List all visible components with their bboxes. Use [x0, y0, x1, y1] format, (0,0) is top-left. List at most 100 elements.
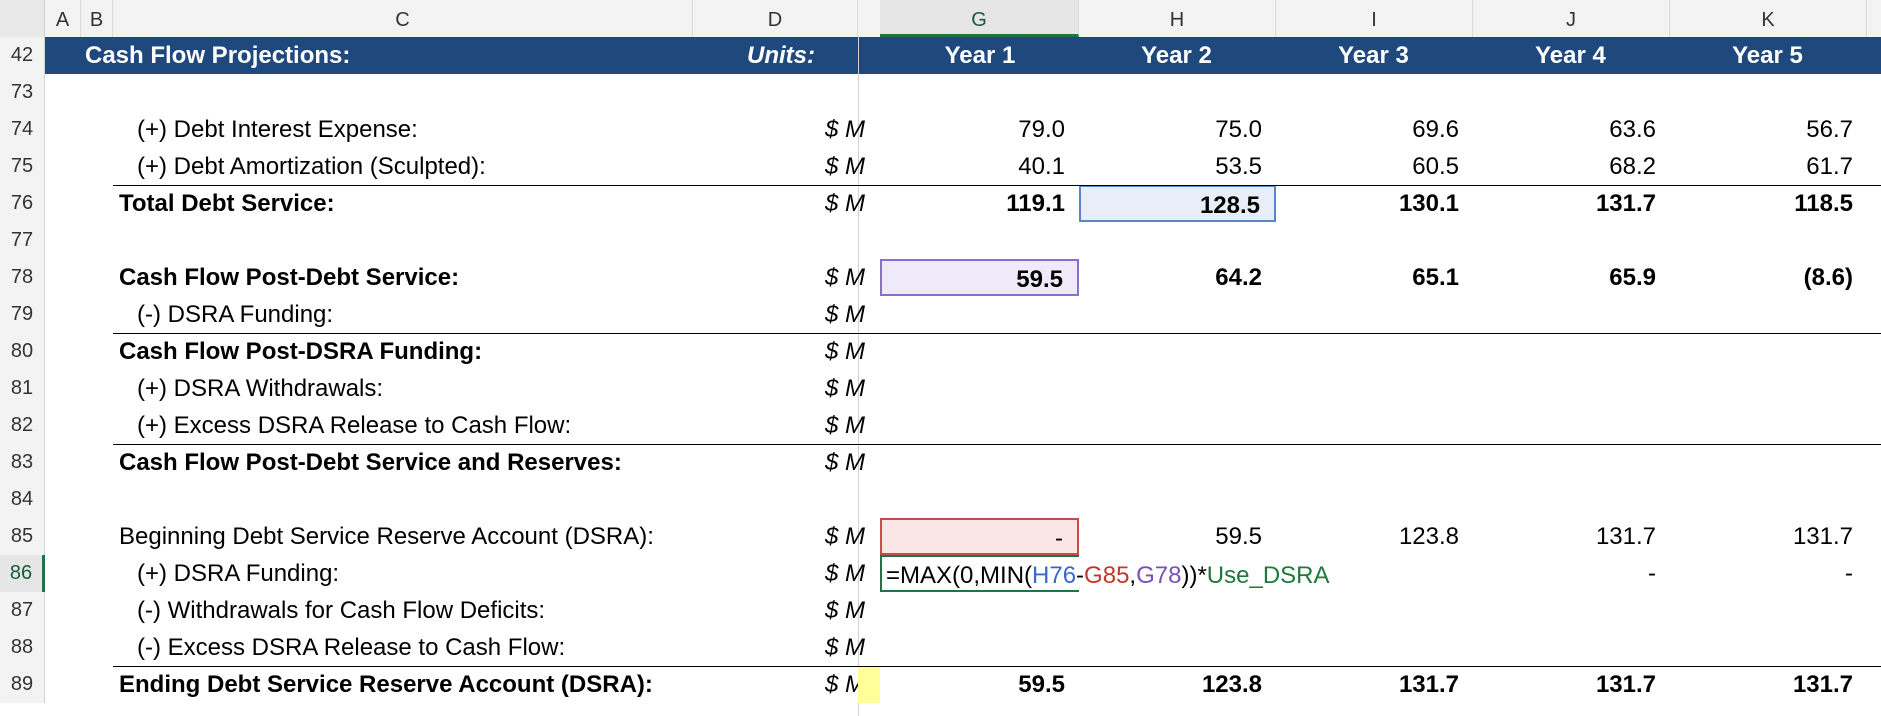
value-cell[interactable]: 131.7 [1792, 523, 1853, 550]
units-header[interactable]: Units: [747, 42, 815, 69]
value-cell[interactable]: 40.1 [1018, 153, 1065, 180]
value-cell[interactable] [1473, 444, 1670, 481]
value-cell[interactable]: 56.7 [1806, 116, 1853, 143]
value-cell[interactable] [1473, 222, 1670, 259]
unit-cell[interactable]: $ M [824, 153, 865, 180]
value-cell[interactable] [1670, 444, 1867, 481]
value-cell[interactable] [880, 407, 1079, 444]
value-cell[interactable] [1079, 296, 1276, 333]
select-all-corner[interactable] [0, 0, 45, 37]
value-cell[interactable]: 123.8 [1398, 523, 1459, 550]
value-cell[interactable] [1670, 370, 1867, 407]
row-label[interactable]: (+) DSRA Funding: [137, 560, 340, 587]
column-header-k[interactable]: K [1670, 0, 1867, 37]
value-cell[interactable]: 131.7 [1595, 523, 1656, 550]
value-cell[interactable] [880, 222, 1079, 259]
row-label[interactable]: (-) Withdrawals for Cash Flow Deficits: [137, 597, 546, 624]
value-cell[interactable] [1473, 592, 1670, 629]
value-cell[interactable] [1276, 333, 1473, 370]
row-label[interactable]: (+) Excess DSRA Release to Cash Flow: [137, 412, 572, 439]
unit-cell[interactable]: $ M [824, 597, 865, 624]
row-number[interactable]: 89 [0, 666, 45, 703]
value-cell[interactable] [1670, 222, 1867, 259]
unit-cell[interactable]: $ M [824, 190, 865, 217]
value-cell[interactable] [1079, 222, 1276, 259]
row-number[interactable]: 83 [0, 444, 45, 481]
value-cell[interactable] [1276, 481, 1473, 518]
value-cell[interactable]: 63.6 [1609, 116, 1656, 143]
value-cell[interactable] [1276, 74, 1473, 111]
value-cell[interactable] [1473, 481, 1670, 518]
row-label[interactable]: Cash Flow Post-DSRA Funding: [119, 338, 483, 365]
value-cell[interactable] [1079, 481, 1276, 518]
year-header[interactable]: Year 2 [1141, 42, 1212, 69]
column-header-d[interactable]: D [693, 0, 858, 37]
unit-cell[interactable]: $ M [824, 375, 865, 402]
value-cell[interactable] [1079, 555, 1276, 592]
unit-cell[interactable]: $ M [824, 634, 865, 661]
row-number[interactable]: 74 [0, 111, 45, 148]
value-cell[interactable]: 79.0 [1018, 116, 1065, 143]
row-label[interactable]: Ending Debt Service Reserve Account (DSR… [119, 671, 653, 698]
year-header[interactable]: Year 3 [1338, 42, 1409, 69]
column-header-b[interactable]: B [81, 0, 113, 37]
value-cell[interactable] [1079, 74, 1276, 111]
row-number[interactable]: 76 [0, 185, 45, 222]
row-label[interactable]: Total Debt Service: [119, 190, 335, 217]
value-cell[interactable] [1276, 444, 1473, 481]
value-cell[interactable]: 128.5 [1079, 185, 1276, 222]
value-cell[interactable] [1670, 74, 1867, 111]
value-cell[interactable]: 59.5 [1018, 671, 1065, 698]
value-cell[interactable]: 65.1 [1412, 264, 1459, 291]
value-cell[interactable]: 118.5 [1794, 190, 1853, 217]
value-cell[interactable]: 123.8 [1201, 671, 1262, 698]
value-cell[interactable] [880, 74, 1079, 111]
row-label[interactable]: (+) Debt Amortization (Sculpted): [137, 153, 486, 180]
unit-cell[interactable]: $ M [824, 449, 865, 476]
value-cell[interactable] [1276, 592, 1473, 629]
value-cell[interactable]: 64.2 [1215, 264, 1262, 291]
value-cell[interactable] [1473, 370, 1670, 407]
row-label[interactable]: (+) DSRA Withdrawals: [137, 375, 384, 402]
unit-cell[interactable]: $ M [824, 412, 865, 439]
year-header[interactable]: Year 1 [944, 42, 1016, 69]
row-number[interactable]: 42 [0, 37, 45, 74]
unit-cell[interactable] [745, 74, 865, 111]
value-cell[interactable]: 131.7 [1792, 671, 1853, 698]
column-header-h[interactable]: H [1079, 0, 1276, 37]
value-cell[interactable] [1473, 407, 1670, 444]
value-cell[interactable] [1670, 333, 1867, 370]
value-cell[interactable] [880, 629, 1079, 666]
column-header-a[interactable]: A [45, 0, 81, 37]
value-cell[interactable] [1079, 333, 1276, 370]
column-header-c[interactable]: C [113, 0, 693, 37]
value-cell[interactable]: 65.9 [1609, 264, 1656, 291]
highlight-cell[interactable] [858, 666, 880, 703]
unit-cell[interactable]: $ M [824, 338, 865, 365]
value-cell[interactable]: 59.5 [880, 259, 1079, 296]
value-cell[interactable] [1276, 629, 1473, 666]
value-cell[interactable]: - [1648, 560, 1656, 587]
value-cell[interactable] [880, 481, 1079, 518]
value-cell[interactable]: 119.1 [1006, 190, 1065, 217]
value-cell[interactable] [1670, 407, 1867, 444]
row-number[interactable]: 84 [0, 481, 45, 518]
row-number[interactable]: 81 [0, 370, 45, 407]
row-label[interactable]: (-) Excess DSRA Release to Cash Flow: [137, 634, 566, 661]
year-header[interactable]: Year 5 [1732, 42, 1803, 69]
value-cell[interactable] [880, 444, 1079, 481]
unit-cell[interactable]: $ M [824, 671, 865, 698]
value-cell[interactable] [1079, 407, 1276, 444]
value-cell[interactable]: 59.5 [1215, 523, 1262, 550]
unit-cell[interactable] [745, 222, 865, 259]
column-header-i[interactable]: I [1276, 0, 1473, 37]
value-cell[interactable] [1276, 296, 1473, 333]
value-cell[interactable] [1670, 592, 1867, 629]
formula-edit-cell[interactable]: =MAX(0,MIN(H76-G85,G78))*Use_DSRA [880, 555, 1330, 592]
row-number[interactable]: 78 [0, 259, 45, 296]
unit-cell[interactable] [745, 481, 865, 518]
value-cell[interactable] [1670, 296, 1867, 333]
row-number[interactable]: 79 [0, 296, 45, 333]
value-cell[interactable] [1079, 629, 1276, 666]
row-label[interactable]: (-) DSRA Funding: [137, 301, 334, 328]
